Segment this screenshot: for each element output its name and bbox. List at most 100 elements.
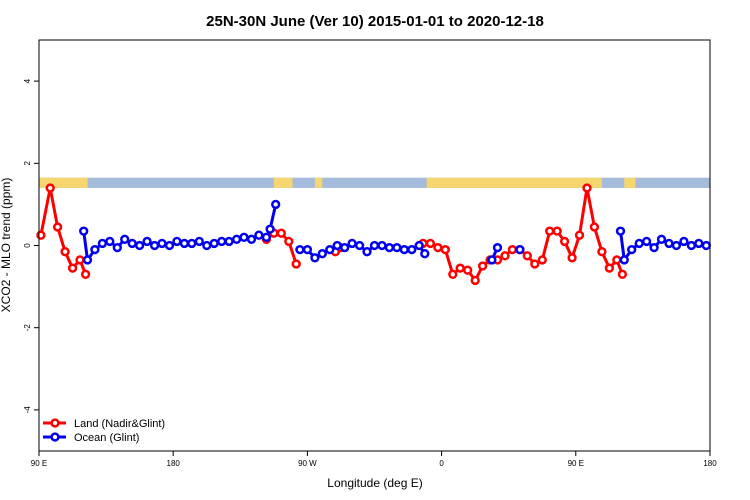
data-point <box>246 234 257 244</box>
data-point <box>271 199 281 210</box>
data-point <box>302 244 313 255</box>
data-point <box>604 263 615 273</box>
land-span <box>624 177 636 188</box>
data-point <box>470 275 480 286</box>
data-point <box>679 236 689 247</box>
x-tick-label: 90 W <box>298 459 317 468</box>
data-point <box>617 269 628 279</box>
data-point <box>634 238 644 249</box>
data-point <box>492 242 503 253</box>
data-point <box>612 255 622 265</box>
data-point <box>209 238 219 249</box>
ocean-band <box>39 177 710 188</box>
data-point <box>295 244 305 255</box>
data-point <box>507 244 518 255</box>
data-point <box>276 228 286 238</box>
data-point <box>384 242 395 253</box>
data-point <box>284 236 294 247</box>
data-point <box>224 236 234 247</box>
land-ocean-band <box>39 177 710 188</box>
data-point <box>582 183 592 193</box>
data-point <box>52 222 63 232</box>
data-point <box>656 234 667 244</box>
data-point <box>522 251 532 261</box>
data-point <box>440 244 450 255</box>
land-span <box>39 177 88 188</box>
x-axis: 90 E 180 90 W 0 90 E 180 <box>31 451 717 468</box>
data-point <box>79 226 89 236</box>
data-point <box>530 259 540 269</box>
y-tick-label: 0 <box>23 243 32 248</box>
data-point <box>545 226 555 236</box>
data-point <box>265 224 275 234</box>
series-line <box>423 186 624 282</box>
x-tick-label: 90 E <box>31 459 47 468</box>
series-line <box>82 204 278 262</box>
data-point <box>134 240 145 251</box>
data-point <box>701 240 711 251</box>
data-point <box>641 236 652 247</box>
y-tick-label: 2 <box>23 161 32 166</box>
data-point <box>179 238 190 249</box>
data-point <box>392 242 402 253</box>
data-point <box>60 247 70 257</box>
data-point <box>414 240 424 251</box>
data-point <box>537 255 547 265</box>
data-point <box>340 242 350 253</box>
data-point <box>399 244 409 255</box>
x-tick-label: 180 <box>167 459 181 468</box>
data-point <box>291 259 301 269</box>
chart-title: 25N-30N June (Ver 10) 2015-01-01 to 2020… <box>206 13 544 30</box>
data-point <box>589 222 600 232</box>
legend: Land (Nadir&Glint) Ocean (Glint) <box>43 418 165 444</box>
data-point <box>310 253 320 263</box>
data-point <box>105 236 115 247</box>
y-axis: -4 -2 0 2 4 <box>23 78 39 413</box>
x-tick-label: 90 E <box>568 459 584 468</box>
y-tick-label: -2 <box>23 324 32 332</box>
data-point <box>686 240 697 251</box>
data-point <box>559 236 570 247</box>
data-point <box>420 249 430 259</box>
y-tick-label: 4 <box>23 78 32 83</box>
x-tick-label: 0 <box>439 459 444 468</box>
data-point <box>369 240 380 251</box>
data-point <box>45 183 55 193</box>
data-point <box>149 240 160 251</box>
land-span <box>314 177 323 188</box>
legend-marker <box>50 418 60 428</box>
legend-marker <box>50 432 60 442</box>
data-point <box>120 234 130 244</box>
data-point <box>377 240 387 251</box>
data-point <box>619 255 629 265</box>
data-point <box>82 255 93 265</box>
x-tick-label: 180 <box>703 459 717 468</box>
data-point <box>332 240 342 251</box>
data-point <box>231 234 242 244</box>
data-point <box>597 247 607 257</box>
data-point <box>157 238 167 249</box>
data-point <box>500 251 510 261</box>
series-land <box>36 183 628 286</box>
data-point <box>80 269 91 279</box>
y-axis-label: XCO2 - MLO trend (ppm) <box>0 178 13 313</box>
land-span <box>426 177 602 188</box>
data-point <box>97 238 108 249</box>
data-point <box>362 247 372 257</box>
data-point <box>187 238 197 249</box>
data-point <box>455 263 465 273</box>
data-point <box>615 226 626 236</box>
data-point <box>67 263 78 273</box>
data-point <box>261 232 272 242</box>
data-point <box>347 238 357 249</box>
data-point <box>127 238 137 249</box>
data-point <box>552 226 562 236</box>
data-point <box>567 253 577 263</box>
data-point <box>433 242 443 253</box>
land-span <box>273 177 293 188</box>
data-point <box>317 249 327 259</box>
data-point <box>142 236 152 247</box>
data-point <box>239 232 249 242</box>
data-point <box>664 238 674 249</box>
